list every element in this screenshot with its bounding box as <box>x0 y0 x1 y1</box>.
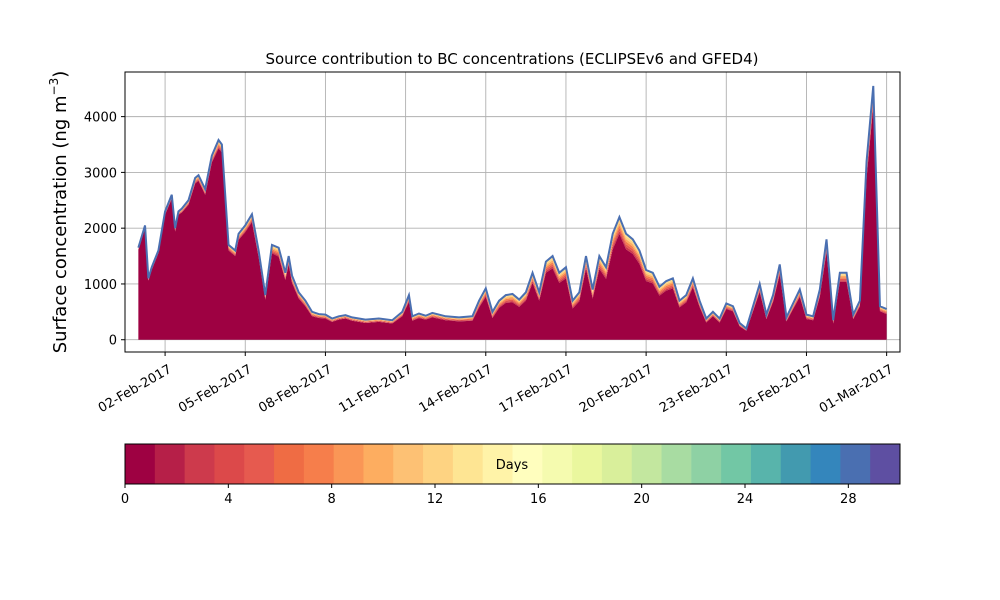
y-axis-label-main: Surface concentration (ng m <box>50 95 71 353</box>
colorbar-swatch <box>840 444 871 484</box>
colorbar-swatch <box>244 444 275 484</box>
colorbar <box>125 444 901 484</box>
colorbar-tick-label: 8 <box>328 492 336 507</box>
colorbar-swatch <box>870 444 901 484</box>
colorbar-swatch <box>184 444 215 484</box>
y-tick-label: 1000 <box>84 278 117 293</box>
x-tick-label: 17-Feb-2017 <box>497 362 576 416</box>
colorbar-frame <box>124 443 901 485</box>
stacked-area-series <box>137 85 888 340</box>
colorbar-swatch <box>274 444 305 484</box>
y-axis-label: Surface concentration (ng m−3) <box>47 71 71 354</box>
total-series-line <box>137 85 888 331</box>
colorbar-swatch <box>631 444 663 484</box>
colorbar-swatch <box>452 444 484 484</box>
y-tick-label: 2000 <box>84 222 117 237</box>
y-axis-label-exponent: −3 <box>47 78 61 96</box>
chart-title: Source contribution to BC concentrations… <box>265 50 758 68</box>
x-tick-label: 14-Feb-2017 <box>417 362 496 416</box>
x-tick-label: 02-Feb-2017 <box>96 362 175 416</box>
x-tick-label: 20-Feb-2017 <box>577 362 656 416</box>
y-axis-label-close: ) <box>50 71 71 78</box>
x-tick-label: 05-Feb-2017 <box>176 362 255 416</box>
x-tick-label: 26-Feb-2017 <box>737 362 816 416</box>
colorbar-swatch <box>661 444 692 484</box>
colorbar-tick-label: 16 <box>530 492 547 507</box>
y-tick-label: 4000 <box>84 111 117 126</box>
x-tick-label: 23-Feb-2017 <box>657 362 736 416</box>
colorbar-tick-label: 12 <box>427 492 444 507</box>
colorbar-ticks: 0 4 8 12 16 20 24 28 <box>121 484 857 507</box>
colorbar-tick-label: 28 <box>840 492 857 507</box>
colorbar-swatch <box>750 444 782 484</box>
colorbar-tick-label: 24 <box>737 492 754 507</box>
colorbar-swatch <box>423 444 454 484</box>
x-tick-label: 08-Feb-2017 <box>256 362 335 416</box>
y-axis-ticks: 0 1000 2000 3000 4000 <box>84 111 125 349</box>
colorbar-swatch <box>482 444 513 484</box>
x-tick-label: 01-Mar-2017 <box>817 362 896 416</box>
x-gridlines <box>164 72 888 352</box>
colorbar-swatch <box>363 444 394 484</box>
x-axis-ticks: 02-Feb-2017 05-Feb-2017 08-Feb-2017 11-Feb-… <box>96 352 896 416</box>
colorbar-swatch <box>154 444 186 484</box>
area-series-day-0 <box>138 105 887 340</box>
colorbar-swatch <box>601 444 633 484</box>
plot-frame <box>124 71 901 353</box>
colorbar-tick-label: 20 <box>633 492 650 507</box>
colorbar-tick-label: 4 <box>224 492 232 507</box>
colorbar-swatch <box>393 444 424 484</box>
colorbar-swatch <box>721 444 752 484</box>
y-tick-label: 3000 <box>84 166 117 181</box>
colorbar-swatch <box>691 444 722 484</box>
y-tick-label: 0 <box>109 334 117 349</box>
colorbar-swatch <box>780 444 812 484</box>
colorbar-label: Days <box>496 458 529 473</box>
colorbar-swatch <box>333 444 364 484</box>
colorbar-swatch <box>214 444 245 484</box>
colorbar-swatch <box>572 444 603 484</box>
colorbar-swatch <box>125 444 156 484</box>
colorbar-tick-label: 0 <box>121 492 129 507</box>
colorbar-swatch <box>542 444 573 484</box>
colorbar-swatch <box>303 444 335 484</box>
colorbar-swatch <box>810 444 841 484</box>
colorbar-swatch <box>512 444 543 484</box>
x-tick-label: 11-Feb-2017 <box>336 362 415 416</box>
